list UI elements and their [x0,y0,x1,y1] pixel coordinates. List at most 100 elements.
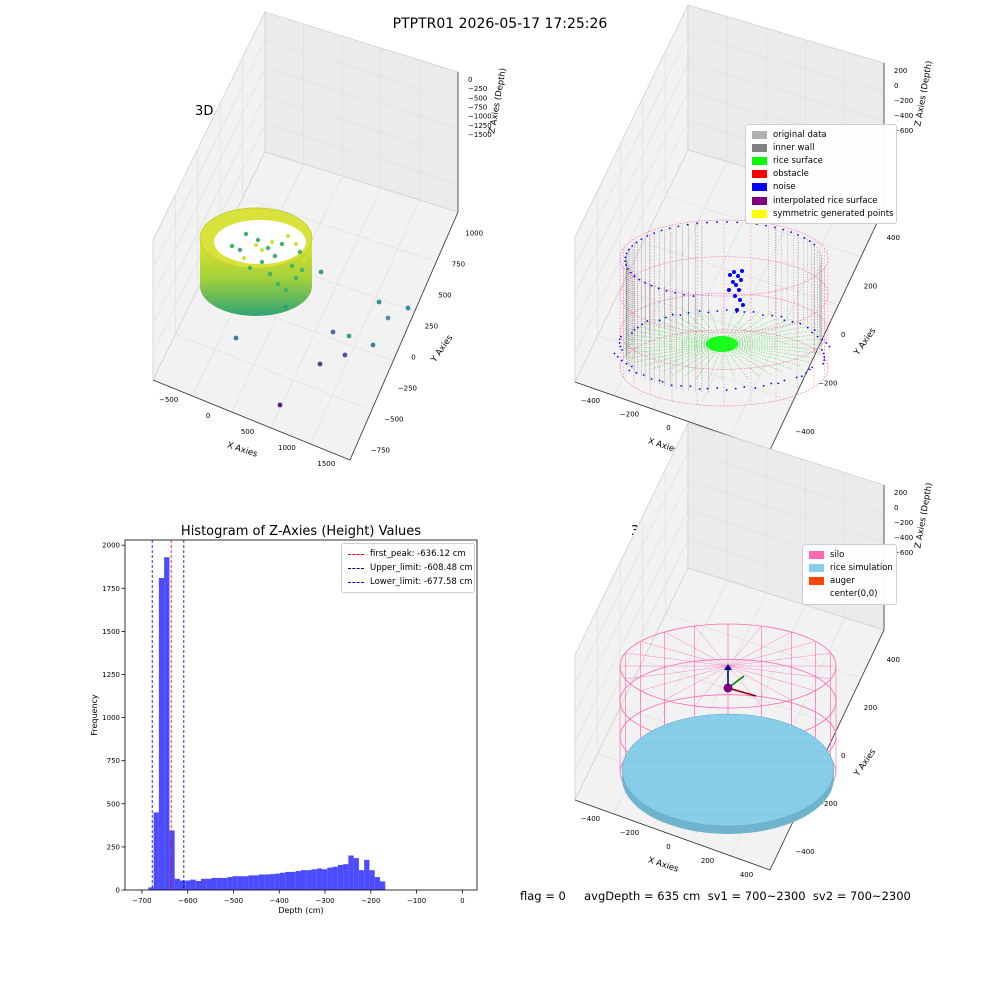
histogram-bar [232,876,238,890]
noise-point [618,342,621,344]
noise-point [816,335,819,338]
obstacle-point [739,278,743,282]
noise-point [821,349,823,351]
y-tick-label: 250 [425,323,438,331]
silo-roof-strut [625,652,729,667]
silo-roof-strut [727,652,831,667]
y-tick-label: 0 [841,752,845,760]
z-axis-label: Z Axies (Depth) [487,67,508,134]
outlier-point [346,333,352,339]
legend-swatch [752,130,767,139]
noise-point [696,222,699,225]
histogram-bar [190,879,196,890]
legend-entry: rice simulation [809,561,893,574]
z-tick-label: 0 [894,82,898,90]
histogram-bar [353,858,359,890]
classify-3d-plot: −400−2000200400−400−20002004002000−200−4… [574,4,935,459]
x-tick-label: −700 [132,897,151,905]
histogram-bar [237,876,244,890]
histogram-bar [248,875,254,890]
rice-surface-ray [721,329,815,345]
x-tick-label: −200 [361,897,380,905]
silo-roof-strut [694,625,729,667]
noise-point [823,359,826,362]
noise-point [640,238,643,241]
noise-point [619,335,622,338]
noise-point [736,221,739,224]
z-tick-label: −1250 [468,122,492,130]
histogram-bar [332,866,338,890]
silo-ring [619,256,829,334]
noise-point [725,389,728,391]
obstacle-point [727,288,731,292]
noise-point [660,229,663,232]
x-tick-label: 500 [241,428,254,436]
histogram-bar [158,577,165,890]
noise-point [683,293,685,296]
histogram-bar [274,873,280,890]
noise-point [636,326,639,329]
noise-point [638,278,641,281]
grid-line [687,62,885,122]
noise-point [657,287,660,290]
histogram-bar [253,875,259,890]
outlier-point [318,269,324,275]
grid-line [574,62,689,296]
x-axis-label: X Axies [647,855,680,874]
data-point [272,253,278,259]
data-point [302,258,306,262]
noise-point [642,374,645,376]
noise-point [734,387,737,390]
z-tick-label: −600 [894,549,913,557]
x-tick-label: −200 [620,829,639,837]
noise-point [828,345,831,348]
rice-surface-ray [721,343,822,349]
noise-point [631,332,633,334]
legend-entry: interpolated rice surface [752,194,890,207]
histogram-bar [185,880,191,890]
histogram-bar [311,869,317,890]
grid-line [574,480,689,714]
noise-point [689,385,692,388]
noise-point [627,267,629,270]
noise-point [625,264,627,266]
histogram-bar [348,855,354,890]
noise-point [635,241,638,244]
simulation-3d-plot: −400 −200 0 200 400 −400 −200 0 200 400 200 0 −200 −4… [574,422,935,879]
noise-point [670,384,673,387]
data-point [283,287,289,293]
z-axis-label: Z Axies (Depth) [913,60,934,127]
data-point [242,256,246,260]
histogram-bar [337,865,344,890]
noise-point [635,372,638,374]
histogram-bar [295,871,301,890]
data-point [299,267,305,273]
grid-line [574,33,689,267]
noise-point [621,349,623,351]
silo-roof-strut [727,665,762,707]
y-tick-label: −200 [818,800,837,808]
grid-line [665,196,862,257]
grid-line [620,288,816,354]
noise-point [821,338,824,341]
noise-point [780,315,783,318]
noise-point [631,365,633,368]
rice-surface-ray [629,329,723,345]
outlier-point [330,329,336,335]
legend-swatch [809,563,824,572]
noise-point [698,388,701,390]
rice-surface-ray [625,334,723,345]
histogram-bar [322,869,328,890]
rice-surface-ray [629,343,723,359]
silo-roof-strut [727,641,816,667]
noise-point [687,312,690,314]
noise-point [629,271,632,274]
y-axis-line [769,207,885,451]
grid-line [574,120,689,354]
noise-point [671,313,674,316]
histogram-bar [195,881,201,890]
silo-roof-strut [694,665,729,707]
legend-line [348,567,364,569]
y-axis-label: Frequency [90,694,99,736]
legend-swatch [752,196,767,205]
